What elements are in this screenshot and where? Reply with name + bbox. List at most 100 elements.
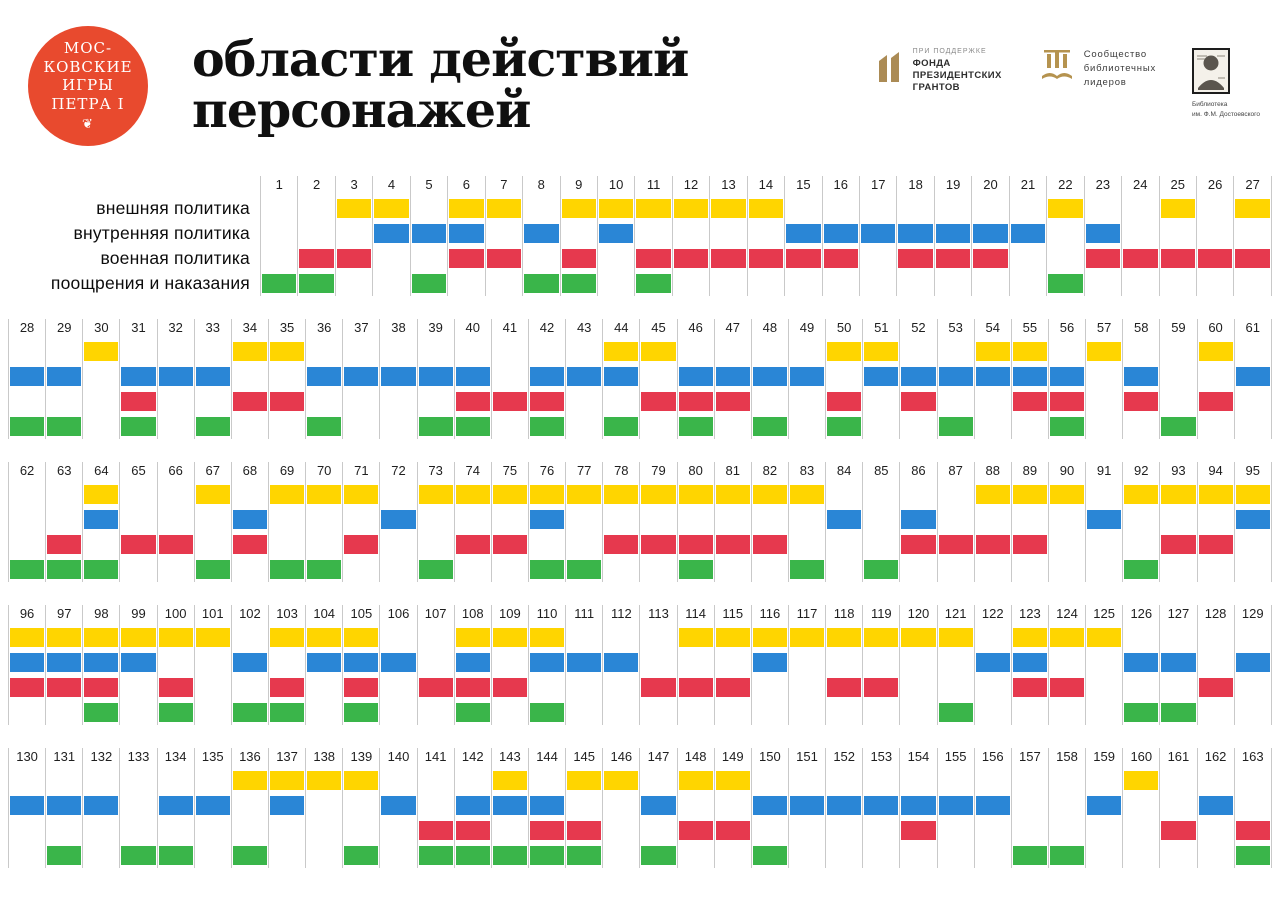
character-number: 102 [239,606,261,621]
cell-military-policy [975,535,1010,554]
cell-empty [307,703,341,722]
cell-military-policy [898,249,933,268]
cell-military-policy [1235,821,1270,840]
band-62-95: 62 63 64 65 66 67 68 69 70 71 72 73 74 75 76 77 78 79 80 81… [8,462,1272,582]
character-number: 30 [94,320,109,335]
cell-foreign-policy [269,628,305,647]
cell-rewards-and-punishments [636,274,671,293]
character-number: 105 [350,606,373,621]
character-column-148: 148 [676,748,714,868]
cell-domestic-policy [381,653,416,672]
character-number: 23 [1095,177,1111,192]
cell-empty [196,703,230,722]
cell-foreign-policy [84,342,119,361]
cell-empty [419,342,453,361]
character-column-117: 117 [787,605,825,725]
cell-empty [939,342,973,361]
cell-empty [976,821,1010,840]
partner-logos: ПРИ ПОДДЕРЖКЕ ФОНДА ПРЕЗИДЕНТСКИХ ГРАНТО… [875,26,1260,120]
character-column-129: 129 [1233,605,1272,725]
cell-foreign-policy [529,485,565,504]
cell-domestic-policy [975,367,1010,386]
cell-domestic-policy [344,367,379,386]
character-number: 72 [391,463,406,478]
cell-empty [1087,367,1121,386]
cell-empty [381,703,415,722]
character-number: 70 [316,463,332,478]
cell-domestic-policy [752,653,787,672]
character-column-60: 60 [1196,319,1234,439]
cell-empty [1199,628,1233,647]
cell-empty [1161,678,1195,697]
cell-empty [753,510,787,529]
cell-domestic-policy [864,796,899,815]
character-number: 91 [1096,463,1112,478]
character-number: 12 [683,177,699,192]
character-number: 126 [1130,606,1153,621]
cell-empty [412,199,446,218]
cell-foreign-policy [789,628,825,647]
character-number: 26 [1207,177,1223,192]
character-number: 145 [573,749,596,764]
character-number: 69 [279,463,295,478]
cell-domestic-policy [789,367,825,386]
cell-empty [1086,199,1120,218]
character-column-5: 5 [409,176,447,296]
cell-military-policy [232,535,267,554]
character-column-131: 131 [45,748,82,868]
cell-empty [121,771,155,790]
character-column-121: 121 [936,605,974,725]
character-number: 46 [688,320,703,335]
cell-empty [1011,199,1045,218]
cell-military-policy [1198,392,1233,411]
cell-empty [47,392,81,411]
character-number: 92 [1134,463,1149,478]
cell-military-policy [715,535,750,554]
character-number: 2 [313,177,321,192]
character-number: 64 [94,463,109,478]
cell-rewards-and-punishments [299,274,334,293]
character-column-70: 70 [305,462,342,582]
cell-domestic-policy [1235,653,1270,672]
cell-empty [270,417,304,436]
cell-rewards-and-punishments [47,560,82,579]
cell-military-policy [864,678,899,697]
cell-empty [604,678,638,697]
character-column-35: 35 [267,319,305,439]
cell-military-policy [901,821,936,840]
character-column-107: 107 [416,605,454,725]
cell-foreign-policy [84,628,119,647]
character-number: 140 [387,749,410,764]
cell-empty [84,417,118,436]
cell-empty [1161,274,1195,293]
cell-foreign-policy [492,485,527,504]
character-number: 62 [19,463,35,478]
cell-foreign-policy [678,771,713,790]
cell-empty [1161,510,1195,529]
character-column-162: 162 [1196,748,1234,868]
cell-military-policy [492,392,527,411]
cell-empty [270,821,304,840]
character-column-104: 104 [305,605,342,725]
character-column-20: 20 [971,176,1008,296]
character-number: 42 [539,320,555,335]
cell-foreign-policy [269,485,305,504]
character-number: 65 [131,463,146,478]
cell-empty [530,678,564,697]
partner-name-line: им. Ф.М. Достоевского [1192,111,1260,119]
cell-empty [1087,678,1121,697]
character-column-163: 163 [1233,748,1272,868]
cell-empty [159,771,193,790]
cell-foreign-policy [1198,485,1233,504]
cell-empty [419,628,453,647]
cell-military-policy [935,249,971,268]
cell-military-policy [336,249,372,268]
cell-empty [270,367,304,386]
cell-empty [827,821,861,840]
cell-military-policy [678,535,713,554]
cell-empty [711,224,745,243]
character-column-33: 33 [193,319,231,439]
cell-domestic-policy [1198,796,1233,815]
character-column-18: 18 [896,176,933,296]
cell-empty [936,274,970,293]
